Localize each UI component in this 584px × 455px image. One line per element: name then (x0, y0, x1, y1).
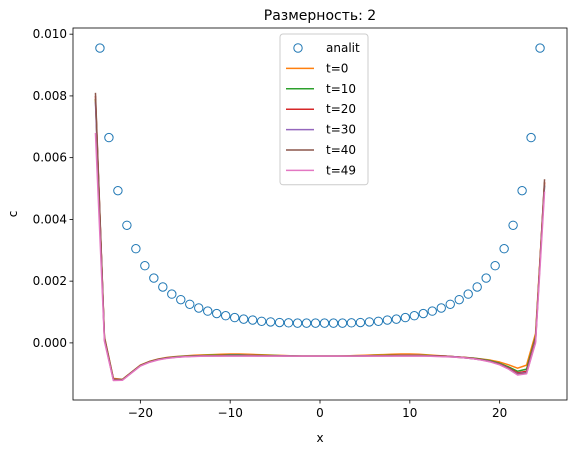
analit-point (346, 318, 357, 328)
analit-point (95, 43, 105, 53)
x-tick-label: 10 (402, 406, 417, 420)
analit-point (436, 303, 446, 313)
analit-point (517, 185, 527, 196)
x-axis: −20 −10 0 10 20 (128, 400, 507, 420)
legend-label: t=40 (326, 143, 356, 157)
analit-point (220, 311, 231, 321)
x-axis-label: x (316, 431, 323, 445)
analit-point (463, 289, 473, 299)
analit-point (535, 43, 545, 53)
analit-point (265, 317, 276, 327)
legend-marker-analit (293, 43, 303, 53)
analit-point (167, 289, 177, 299)
analit-point (301, 318, 312, 328)
analit-point (149, 273, 159, 283)
legend-label: t=10 (326, 82, 356, 96)
analit-point (283, 318, 294, 328)
y-tick-label: 0.000 (33, 336, 67, 350)
y-axis: 0.000 0.002 0.004 0.006 0.008 0.010 (33, 27, 73, 350)
analit-point (373, 316, 384, 326)
legend-label: t=30 (326, 123, 356, 137)
analit-point (113, 185, 123, 196)
analit-point (328, 318, 339, 328)
analit-point (158, 282, 168, 292)
analit-point (194, 303, 204, 313)
analit-point (337, 318, 348, 328)
analit-point (176, 294, 186, 305)
analit-point (454, 294, 464, 305)
analit-point (526, 132, 536, 143)
x-tick-label: 20 (492, 406, 507, 420)
analit-point (185, 299, 195, 309)
analit-point (122, 220, 132, 230)
legend-label: analit (326, 41, 360, 55)
analit-point (247, 315, 258, 325)
x-tick-label: 0 (316, 406, 324, 420)
analit-point (274, 317, 285, 328)
analit-marker-layer (95, 43, 545, 328)
legend-label: t=20 (326, 102, 356, 116)
analit-point (104, 132, 114, 143)
x-tick-label: −20 (128, 406, 153, 420)
analit-point (382, 315, 393, 325)
analit-point (292, 318, 303, 328)
analit-point (238, 314, 249, 324)
analit-point (445, 299, 455, 309)
analit-point (418, 308, 428, 319)
analit-point (131, 244, 141, 254)
analit-point (472, 282, 482, 292)
analit-point (364, 317, 375, 327)
analit-point (229, 312, 240, 323)
analit-point (400, 312, 411, 323)
analit-point (140, 261, 150, 271)
y-tick-label: 0.004 (33, 212, 67, 226)
analit-point (490, 261, 500, 271)
y-tick-label: 0.002 (33, 274, 67, 288)
analit-point (319, 318, 330, 328)
y-tick-label: 0.008 (33, 89, 67, 103)
y-axis-label: c (6, 211, 20, 218)
analit-point (212, 308, 222, 319)
legend: analit t=0 t=10 t=20 t=30 t=40 t=49 (279, 33, 369, 186)
chart-title: Размерность: 2 (264, 8, 376, 24)
x-tick-label: −10 (218, 406, 243, 420)
legend-label: t=49 (326, 163, 356, 177)
analit-point (508, 220, 518, 230)
analit-point (481, 273, 491, 283)
y-tick-label: 0.010 (33, 27, 67, 41)
analit-point (409, 311, 420, 321)
analit-point (499, 244, 509, 254)
analit-point (203, 306, 213, 316)
legend-box (279, 33, 369, 186)
analit-point (427, 306, 437, 316)
analit-point (256, 316, 267, 326)
legend-label: t=0 (326, 61, 348, 75)
analit-point (310, 318, 321, 328)
series-layer (94, 92, 546, 382)
analit-point (355, 317, 366, 328)
series-line-t-49 (94, 132, 546, 382)
analit-point (391, 314, 402, 324)
y-tick-label: 0.006 (33, 151, 67, 165)
